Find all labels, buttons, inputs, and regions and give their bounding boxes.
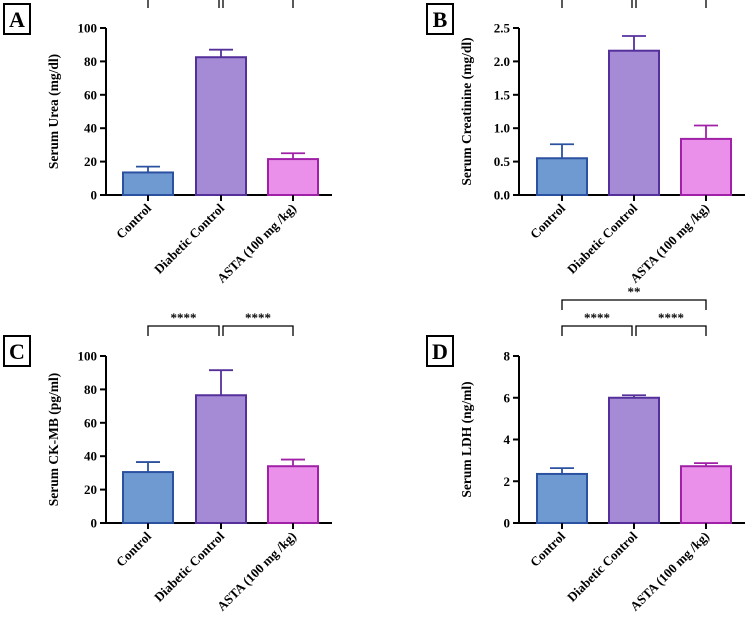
panel-b-y-tick-label: 1.5 [494, 87, 511, 102]
panel-d-y-axis-title: Serum LDH (ng/ml) [459, 381, 474, 497]
panel-d-category-label-1: Control [527, 528, 568, 569]
panel-a-label-box [3, 3, 31, 35]
panel-d-y-tick-label: 4 [504, 432, 511, 447]
panel-d-category-label-2: Diabetic Control [564, 528, 640, 604]
panel-b-y-tick-label: 2.5 [494, 21, 511, 36]
panel-c-y-tick-label: 80 [84, 382, 97, 397]
panel-b-y-tick-label: 1.0 [494, 121, 510, 136]
panel-b-bar-3 [680, 137, 732, 196]
panel-a-bar-3 [267, 158, 319, 196]
panel-b-y-tick-label: 0.0 [494, 188, 510, 203]
panel-a-significance-bracket [147, 0, 220, 8]
panel-c-category-label-1: Control [113, 528, 154, 569]
panel-c-bar-3 [267, 465, 319, 524]
panel-c-significance-bracket [222, 325, 294, 336]
panel-d-y-tick-label: 0 [504, 516, 511, 531]
panel-c-y-tick-label: 40 [84, 449, 97, 464]
panel-a-category-label-2: Diabetic Control [151, 200, 227, 276]
panel-a-label: A [9, 7, 25, 32]
panel-d-y-tick-label: 6 [504, 390, 511, 405]
panel-d-significance-bracket [561, 325, 633, 336]
panel-a-y-tick-label: 40 [84, 121, 97, 136]
panel-c-y-tick-label: 20 [84, 482, 97, 497]
panel-d-bar-3 [680, 465, 732, 524]
panel-d-significance-bracket [635, 325, 707, 336]
panel-d-significance-label: ** [628, 284, 641, 299]
panel-d-category-label-3: ASTA (100 mg /kg) [627, 529, 712, 614]
panel-d-significance-bracket [561, 299, 707, 310]
panel-b-significance-bracket [635, 0, 707, 8]
panel-b-y-tick-label: 0.5 [494, 154, 511, 169]
panel-c-bar-2 [195, 394, 247, 524]
panel-a-y-tick-label: 20 [84, 154, 97, 169]
panel-b-label-box [426, 3, 454, 35]
panel-c-y-tick-label: 60 [84, 415, 97, 430]
panel-d-y-tick-label: 8 [504, 349, 511, 364]
panel-c-significance-label: **** [245, 310, 271, 325]
panel-d-bar-1 [536, 472, 588, 525]
panel-a-y-tick-label: 60 [84, 87, 97, 102]
panel-b-label: B [433, 7, 448, 32]
panel-c-bar-1 [122, 471, 174, 525]
panel-c-category-label-3: ASTA (100 mg /kg) [214, 529, 299, 614]
panel-a-bar-2 [195, 56, 247, 196]
panel-d-bar-2 [608, 396, 660, 524]
panel-d-label: D [432, 339, 448, 364]
panel-b-y-axis-title: Serum Creatinine (mg/dl) [459, 37, 474, 185]
panel-b-category-label-3: ASTA (100 mg /kg) [627, 201, 712, 286]
panel-d-label-box [426, 335, 454, 367]
panel-d-significance-label: **** [658, 310, 684, 325]
panel-b-significance-bracket [561, 0, 633, 8]
panel-d-significance-label: **** [584, 310, 610, 325]
panel-b-bar-2 [608, 49, 660, 196]
panel-a-y-axis-title: Serum Urea (mg/dl) [46, 54, 61, 169]
panel-a-significance-bracket [222, 0, 294, 8]
panel-c-significance-label: **** [171, 310, 197, 325]
panel-c-category-label-2: Diabetic Control [151, 528, 227, 604]
panel-b-category-label-1: Control [527, 200, 568, 241]
panel-a-y-tick-label: 80 [84, 54, 97, 69]
panel-c-y-tick-label: 100 [78, 349, 98, 364]
panel-a-y-tick-label: 100 [78, 21, 98, 36]
panel-c-y-tick-label: 0 [91, 516, 98, 531]
panel-b-y-tick-label: 2.0 [494, 54, 510, 69]
panel-c-y-axis-title: Serum CK-MB (pg/ml) [46, 373, 61, 506]
panel-c-label-box [3, 335, 31, 367]
panel-a-y-tick-label: 0 [91, 188, 98, 203]
panel-a-category-label-1: Control [113, 200, 154, 241]
panel-a-bar-1 [122, 171, 174, 197]
panel-b-category-label-2: Diabetic Control [564, 200, 640, 276]
panel-b-bar-1 [536, 157, 588, 196]
panel-a-category-label-3: ASTA (100 mg /kg) [214, 201, 299, 286]
panel-d-y-tick-label: 2 [504, 474, 511, 489]
panel-c-label: C [9, 339, 25, 364]
panel-c-significance-bracket [147, 325, 220, 336]
